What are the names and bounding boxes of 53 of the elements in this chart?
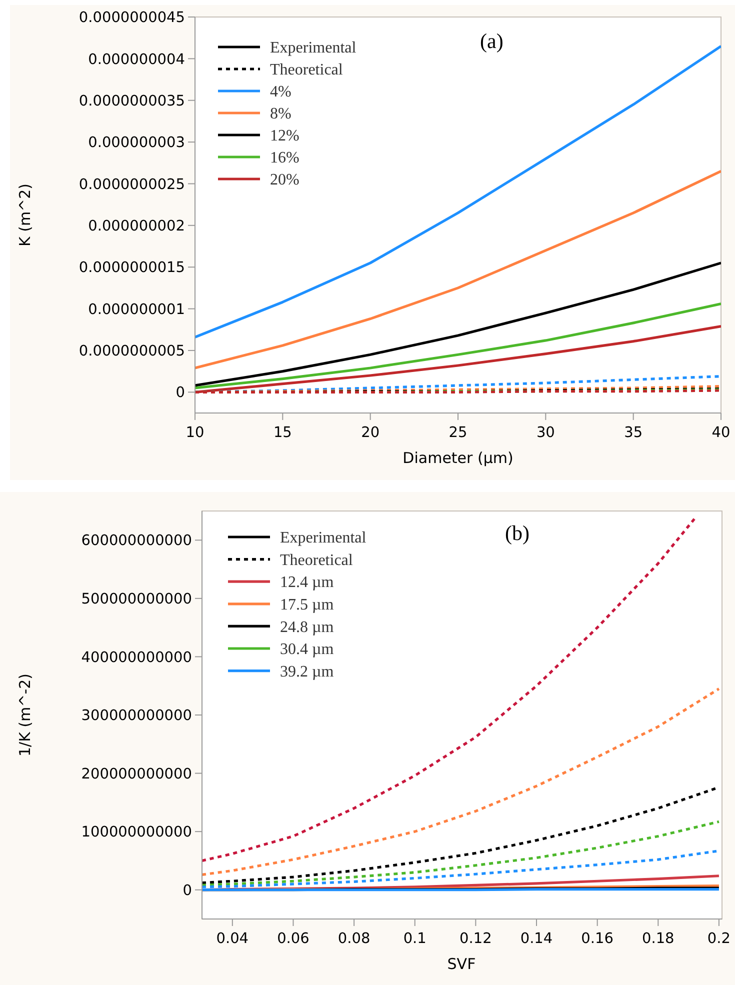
y-tick-label: 0.000000001 bbox=[88, 302, 185, 318]
legend-label: 16% bbox=[270, 150, 300, 167]
y-tick-label: 500000000000 bbox=[81, 592, 192, 608]
y-axis-title: K (m^2) bbox=[16, 183, 34, 247]
legend-label: 39.2 µm bbox=[280, 663, 334, 680]
y-tick-label: 0.0000000015 bbox=[78, 260, 185, 276]
y-tick-label: 400000000000 bbox=[81, 650, 192, 666]
x-axis-title: SVF bbox=[447, 955, 476, 973]
annotation: Experimental bbox=[270, 40, 357, 57]
x-tick-label: 10 bbox=[186, 425, 204, 441]
y-tick-label: 0.0000000025 bbox=[78, 176, 185, 193]
legend-label: 17.5 µm bbox=[280, 596, 334, 614]
x-tick-label: 20 bbox=[361, 425, 380, 441]
x-tick-label: 35 bbox=[624, 425, 643, 441]
x-tick-label: 0.04 bbox=[216, 931, 249, 947]
x-axis-title: Diameter (µm) bbox=[402, 449, 514, 467]
x-tick-label: 25 bbox=[448, 425, 468, 441]
legend-label: 8% bbox=[270, 106, 292, 123]
y-tick-label: 100000000000 bbox=[81, 824, 192, 841]
y-tick-label: 600000000000 bbox=[81, 533, 192, 550]
y-tick-label: 0.0000000035 bbox=[78, 93, 185, 110]
annotation: Theoretical bbox=[280, 552, 354, 569]
x-tick-label: 40 bbox=[712, 425, 730, 441]
y-axis-title: 1/K (m^-2) bbox=[16, 673, 34, 757]
x-tick-label: 15 bbox=[273, 425, 292, 441]
x-tick-label: 0.14 bbox=[520, 931, 553, 947]
x-tick-label: 0.06 bbox=[277, 931, 310, 947]
x-tick-label: 0.12 bbox=[460, 931, 492, 947]
annotation: Experimental bbox=[280, 530, 367, 547]
x-tick-label: 0.08 bbox=[338, 931, 370, 947]
annotation: Theoretical bbox=[270, 62, 344, 79]
legend-label: 30.4 µm bbox=[280, 641, 334, 658]
y-tick-label: 0.000000002 bbox=[88, 218, 185, 234]
legend-label: 12.4 µm bbox=[280, 574, 334, 592]
y-tick-label: 0 bbox=[176, 385, 185, 402]
legend-label: 12% bbox=[270, 128, 300, 145]
x-tick-label: 0.1 bbox=[403, 931, 426, 947]
y-tick-label: 0.000000004 bbox=[88, 52, 185, 68]
x-tick-label: 0.18 bbox=[642, 931, 674, 947]
y-tick-label: 0.000000003 bbox=[88, 135, 185, 152]
legend-label: 20% bbox=[270, 172, 300, 189]
y-tick-label: 0.0000000045 bbox=[78, 10, 185, 26]
annotation: (b) bbox=[505, 521, 530, 545]
legend-label: 24.8 µm bbox=[280, 618, 334, 636]
y-tick-label: 0.0000000005 bbox=[78, 344, 185, 360]
y-tick-label: 0 bbox=[182, 882, 192, 899]
x-tick-label: 0.16 bbox=[581, 931, 614, 947]
x-tick-label: 0.2 bbox=[707, 931, 730, 947]
x-tick-label: 30 bbox=[536, 425, 555, 441]
y-tick-label: 300000000000 bbox=[81, 708, 192, 724]
y-tick-label: 200000000000 bbox=[81, 766, 192, 782]
legend-label: 4% bbox=[270, 84, 292, 101]
annotation: (a) bbox=[480, 29, 504, 53]
